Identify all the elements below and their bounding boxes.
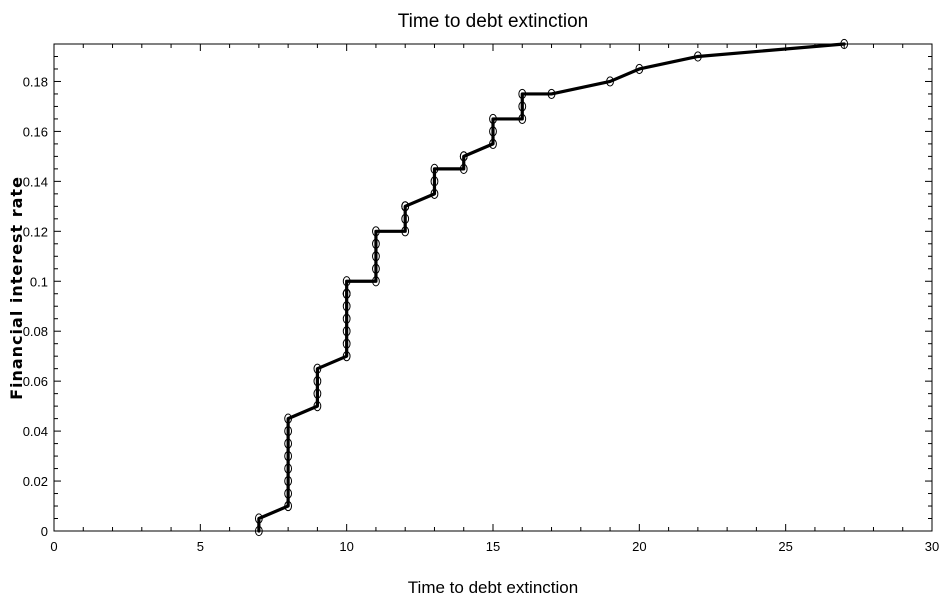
data-point bbox=[342, 301, 351, 312]
x-axis-label: Time to debt extinction bbox=[408, 578, 578, 597]
y-tick-label: 0.02 bbox=[23, 474, 48, 489]
data-point bbox=[518, 88, 527, 100]
data-point bbox=[430, 176, 439, 187]
data-point bbox=[313, 363, 322, 374]
data-point bbox=[459, 163, 468, 174]
data-point bbox=[489, 126, 497, 137]
chart-title: Time to debt extinction bbox=[398, 11, 588, 32]
x-tick-label: 30 bbox=[925, 539, 939, 554]
data-point bbox=[430, 163, 439, 174]
data-point bbox=[518, 113, 527, 125]
data-point bbox=[342, 313, 351, 324]
data-point bbox=[635, 63, 644, 75]
data-point bbox=[489, 138, 497, 149]
data-point bbox=[342, 338, 351, 349]
x-tick-label: 20 bbox=[632, 539, 646, 554]
data-point bbox=[372, 238, 380, 249]
x-tick-label: 25 bbox=[778, 539, 792, 554]
data-point bbox=[342, 276, 351, 287]
y-tick-label: 0.1 bbox=[30, 274, 48, 289]
data-point bbox=[284, 475, 293, 487]
y-tick-label: 0.12 bbox=[23, 224, 48, 239]
data-point bbox=[254, 513, 263, 524]
data-point bbox=[840, 38, 849, 50]
data-point bbox=[489, 113, 497, 125]
x-tick-label: 15 bbox=[486, 539, 500, 554]
y-axis-label: Financial interest rate bbox=[7, 176, 26, 400]
data-point bbox=[606, 76, 614, 87]
data-point bbox=[342, 351, 351, 362]
data-point bbox=[284, 450, 293, 462]
data-point bbox=[284, 488, 293, 499]
y-tick-label: 0.08 bbox=[23, 324, 48, 339]
data-point bbox=[459, 151, 468, 162]
x-tick-label: 10 bbox=[339, 539, 353, 554]
data-point bbox=[401, 226, 410, 237]
y-tick-label: 0.06 bbox=[23, 374, 48, 389]
y-tick-label: 0.18 bbox=[23, 74, 48, 89]
y-tick-label: 0.14 bbox=[23, 174, 48, 189]
y-tick-label: 0.04 bbox=[23, 424, 48, 439]
data-point bbox=[342, 288, 351, 299]
x-tick-label: 0 bbox=[50, 539, 57, 554]
data-point bbox=[313, 376, 322, 387]
data-point bbox=[313, 388, 322, 399]
x-tick-label: 5 bbox=[197, 539, 204, 554]
data-point bbox=[518, 101, 527, 112]
data-point bbox=[430, 188, 439, 199]
data-point bbox=[401, 201, 410, 212]
data-point bbox=[254, 525, 263, 537]
data-point bbox=[372, 251, 380, 262]
data-point bbox=[284, 413, 293, 424]
data-point bbox=[284, 500, 293, 512]
data-point bbox=[284, 426, 293, 437]
data-point bbox=[342, 326, 351, 337]
plot-area: 0 5 10 15 20 25 30 0 0.02 0.04 0.06 0.08 0.1 0.12 0.14… bbox=[23, 38, 939, 554]
data-point bbox=[284, 438, 293, 449]
data-point bbox=[401, 213, 410, 224]
data-point bbox=[372, 226, 380, 237]
data-point bbox=[313, 401, 322, 412]
y-tick-label: 0.16 bbox=[23, 124, 48, 139]
data-point bbox=[372, 276, 380, 287]
data-point bbox=[547, 88, 556, 100]
data-point bbox=[372, 263, 380, 274]
y-tick-label: 0 bbox=[41, 524, 48, 539]
data-point bbox=[693, 51, 702, 62]
data-point bbox=[284, 463, 293, 474]
plot-frame bbox=[53, 43, 933, 532]
